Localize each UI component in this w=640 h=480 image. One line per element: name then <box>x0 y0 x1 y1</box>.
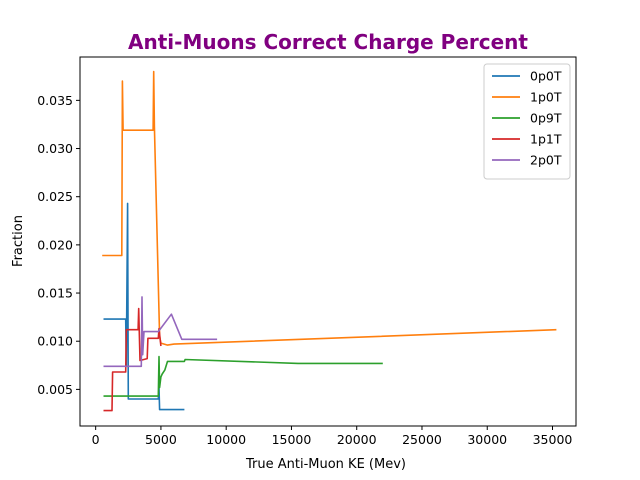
y-tick-label: 0.010 <box>37 334 73 349</box>
x-tick-label: 30000 <box>467 432 507 447</box>
y-tick-label: 0.025 <box>37 189 73 204</box>
series-line-0p0T <box>103 202 185 411</box>
x-axis-label: True Anti-Muon KE (Mev) <box>245 457 406 472</box>
series-line-1p1T <box>103 307 162 412</box>
legend: 0p0T 1p0T 0p9T 1p1T 2p0T <box>483 63 571 180</box>
legend-label: 2p0T <box>530 153 562 168</box>
legend-label: 1p0T <box>530 90 562 105</box>
plot-area <box>79 56 577 427</box>
y-tick-label: 0.005 <box>37 382 73 397</box>
y-axis-ticks: 0.005 0.010 0.015 0.020 0.025 0.030 0.035 <box>37 93 80 397</box>
y-tick-label: 0.035 <box>37 93 73 108</box>
series-group <box>102 70 557 412</box>
legend-label: 0p0T <box>530 69 562 84</box>
series-line-2p0T <box>103 296 218 368</box>
legend-label: 0p9T <box>530 111 562 126</box>
y-axis-label: Fraction <box>11 215 26 267</box>
x-tick-label: 15000 <box>272 432 312 447</box>
x-tick-label: 0 <box>92 432 100 447</box>
chart-title: Anti-Muons Correct Charge Percent <box>128 30 528 54</box>
x-tick-label: 20000 <box>337 432 377 447</box>
x-axis-ticks: 0 5000 10000 15000 20000 25000 30000 35000 <box>92 426 573 447</box>
x-tick-label: 10000 <box>206 432 246 447</box>
x-tick-label: 5000 <box>145 432 177 447</box>
y-tick-label: 0.030 <box>37 141 73 156</box>
x-tick-label: 35000 <box>533 432 573 447</box>
y-tick-label: 0.015 <box>37 286 73 301</box>
axes-frame <box>79 56 577 427</box>
legend-label: 1p1T <box>530 132 562 147</box>
y-tick-label: 0.020 <box>37 237 73 252</box>
series-line-0p9T <box>103 355 383 397</box>
series-line-1p0T <box>102 70 557 346</box>
x-tick-label: 25000 <box>402 432 442 447</box>
legend-box <box>483 63 571 180</box>
